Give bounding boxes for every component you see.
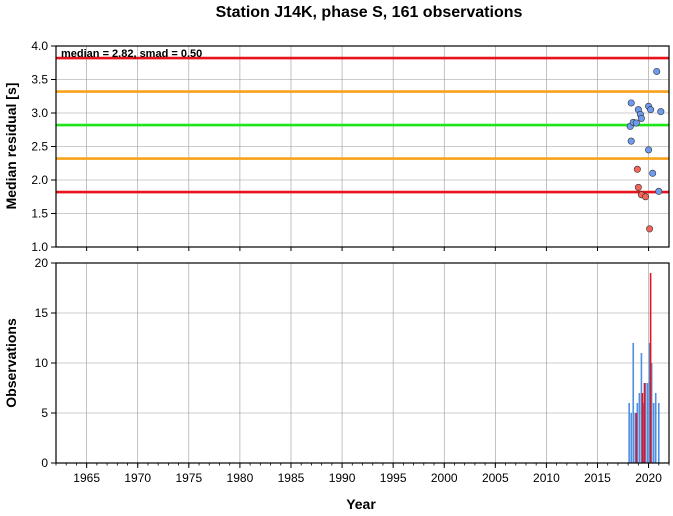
residual-y-tick-label: 2.5	[31, 140, 48, 154]
residual-y-tick-label: 3.5	[31, 73, 48, 87]
observations-y-axis-label: Observations	[3, 318, 19, 408]
residual-point	[632, 119, 640, 127]
observations-y-tick-label: 20	[35, 256, 49, 270]
observations-bar	[628, 403, 630, 463]
year-x-tick-label: 2000	[431, 471, 458, 485]
residual-y-tick-label: 1.0	[31, 240, 48, 254]
year-x-tick-label: 1995	[380, 471, 407, 485]
observations-bar	[649, 273, 652, 463]
residual-point	[655, 187, 663, 195]
year-x-tick-label: 1980	[227, 471, 254, 485]
residual-grid	[56, 45, 669, 251]
observations-grid	[56, 262, 669, 464]
residual-point	[647, 106, 655, 114]
observations-bar	[636, 403, 639, 463]
observations-bar	[646, 383, 649, 463]
observations-bar	[644, 383, 647, 463]
observations-bar	[641, 393, 644, 463]
observations-y-tick-label: 5	[41, 406, 48, 420]
year-x-ticks: 1965 1970 1975 1980 1985 1990 1995 2000 2005 2010…	[55, 463, 670, 485]
observations-bar	[650, 363, 653, 463]
observations-bar	[652, 403, 655, 463]
residual-y-axis-label: Median residual [s]	[3, 83, 19, 210]
year-x-tick-label: 2020	[635, 471, 662, 485]
observations-y-tick-label: 15	[35, 306, 49, 320]
observations-bar	[632, 343, 635, 463]
observations-bar	[638, 393, 641, 463]
year-x-tick-label: 2015	[584, 471, 611, 485]
observations-bar	[648, 343, 651, 463]
residual-y-tick-label: 4.0	[31, 39, 48, 53]
year-x-tick-label: 1965	[73, 471, 100, 485]
residual-reference-lines	[56, 56, 669, 194]
residual-point	[627, 137, 635, 145]
observations-bar	[654, 393, 657, 463]
year-x-tick-label: 1990	[329, 471, 356, 485]
residual-point	[637, 114, 645, 122]
residual-point	[653, 67, 661, 75]
residual-point	[649, 169, 657, 177]
observations-bar	[657, 403, 660, 463]
observations-y-ticks: 0 5 10 15 20	[35, 256, 56, 470]
residual-y-ticks: 1.0 1.5 2.0 2.5 3.0 3.5 4.0	[31, 39, 56, 254]
residual-point	[642, 193, 650, 201]
chart-title: Station J14K, phase S, 161 observations	[216, 4, 523, 21]
observations-bar	[630, 413, 632, 463]
residual-point	[657, 108, 665, 116]
year-x-tick-label: 2005	[482, 471, 509, 485]
residual-point	[634, 183, 642, 191]
year-x-tick-label: 2010	[533, 471, 560, 485]
year-x-tick-label: 1975	[175, 471, 202, 485]
residual-point	[633, 165, 641, 173]
year-x-axis-label: Year	[346, 496, 376, 511]
observations-bar	[635, 413, 638, 463]
residual-points	[626, 67, 665, 233]
residual-y-tick-label: 1.5	[31, 207, 48, 221]
year-x-tick-label: 1970	[124, 471, 151, 485]
observations-bars	[628, 273, 660, 463]
observations-bar	[643, 383, 646, 463]
residual-point	[627, 99, 635, 107]
residual-annotation: median = 2.82, smad = 0.50	[61, 48, 202, 60]
residual-point	[645, 146, 653, 154]
observations-y-tick-label: 10	[35, 356, 49, 370]
observations-y-tick-label: 0	[41, 456, 48, 470]
observations-bar	[642, 403, 645, 463]
residual-point	[646, 225, 654, 233]
observations-bar	[634, 413, 637, 463]
residual-y-tick-label: 3.0	[31, 106, 48, 120]
year-x-tick-label: 1985	[278, 471, 305, 485]
residual-y-tick-label: 2.0	[31, 173, 48, 187]
observations-bar	[640, 353, 643, 463]
